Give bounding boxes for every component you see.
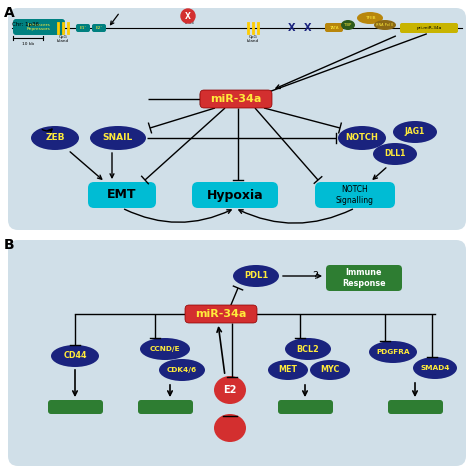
Text: NOTCH
Signalling: NOTCH Signalling <box>336 185 374 205</box>
FancyBboxPatch shape <box>138 400 193 414</box>
Text: CDK4/6: CDK4/6 <box>167 367 197 373</box>
Text: TBP: TBP <box>344 23 352 27</box>
Text: CCND/E: CCND/E <box>150 346 180 352</box>
FancyBboxPatch shape <box>88 182 156 208</box>
Ellipse shape <box>369 341 417 363</box>
Text: pri-miR-34a: pri-miR-34a <box>416 26 442 30</box>
FancyBboxPatch shape <box>315 182 395 208</box>
Text: CD44: CD44 <box>63 352 87 361</box>
FancyBboxPatch shape <box>92 24 106 32</box>
Text: PDL1: PDL1 <box>244 272 268 281</box>
Text: Chr: 1p36: Chr: 1p36 <box>12 22 39 27</box>
Ellipse shape <box>140 338 190 360</box>
Text: SMAD4: SMAD4 <box>420 365 450 371</box>
Text: Immune
Response: Immune Response <box>342 268 386 288</box>
Text: MYC: MYC <box>320 365 340 374</box>
Ellipse shape <box>214 376 246 404</box>
Ellipse shape <box>393 121 437 143</box>
Ellipse shape <box>310 360 350 380</box>
FancyBboxPatch shape <box>200 90 272 108</box>
FancyBboxPatch shape <box>48 400 103 414</box>
Text: TATA: TATA <box>329 26 339 30</box>
Text: X: X <box>185 11 191 20</box>
Ellipse shape <box>31 126 79 150</box>
Text: PDGFRA: PDGFRA <box>376 349 410 355</box>
Text: ?: ? <box>312 271 318 281</box>
Text: miR-34a: miR-34a <box>195 309 246 319</box>
Text: E1': E1' <box>80 26 86 30</box>
Text: Hypoxia: Hypoxia <box>207 189 264 201</box>
Text: B: B <box>4 238 15 252</box>
FancyBboxPatch shape <box>388 400 443 414</box>
Ellipse shape <box>357 12 383 24</box>
Ellipse shape <box>90 126 146 150</box>
Ellipse shape <box>374 20 396 30</box>
Ellipse shape <box>341 20 355 30</box>
Text: TFIIB: TFIIB <box>365 16 375 20</box>
Text: NOTCH: NOTCH <box>346 134 378 143</box>
Text: A: A <box>4 6 15 20</box>
Text: 10 kb: 10 kb <box>22 42 34 46</box>
Text: CpG
Island: CpG Island <box>57 35 69 43</box>
FancyBboxPatch shape <box>325 23 343 32</box>
Ellipse shape <box>285 338 331 360</box>
Text: MET: MET <box>279 365 298 374</box>
Text: ZEB: ZEB <box>45 134 65 143</box>
Text: EMT: EMT <box>107 189 137 201</box>
Ellipse shape <box>51 345 99 367</box>
FancyBboxPatch shape <box>13 19 65 35</box>
Circle shape <box>181 9 195 23</box>
Text: X: X <box>288 23 296 33</box>
Ellipse shape <box>214 414 246 442</box>
FancyBboxPatch shape <box>278 400 333 414</box>
FancyBboxPatch shape <box>8 8 466 230</box>
FancyBboxPatch shape <box>8 240 466 466</box>
Ellipse shape <box>413 357 457 379</box>
FancyBboxPatch shape <box>326 265 402 291</box>
Text: SNAIL: SNAIL <box>103 134 133 143</box>
Ellipse shape <box>233 265 279 287</box>
Text: TP53: TP53 <box>182 21 193 25</box>
FancyBboxPatch shape <box>192 182 278 208</box>
Text: X: X <box>304 23 312 33</box>
Text: E2': E2' <box>96 26 102 30</box>
Ellipse shape <box>338 126 386 150</box>
Ellipse shape <box>268 360 308 380</box>
Text: Enhancers
Repressors: Enhancers Repressors <box>27 23 51 31</box>
FancyBboxPatch shape <box>400 23 458 33</box>
Ellipse shape <box>159 359 205 381</box>
Text: E2: E2 <box>223 385 237 395</box>
Ellipse shape <box>373 143 417 165</box>
FancyBboxPatch shape <box>185 305 257 323</box>
Text: miR-34a: miR-34a <box>210 94 262 104</box>
Text: BCL2: BCL2 <box>297 345 319 354</box>
Text: JAG1: JAG1 <box>405 128 425 137</box>
Text: RNA Pol II: RNA Pol II <box>376 23 393 27</box>
FancyBboxPatch shape <box>76 24 90 32</box>
Text: CpG
Island: CpG Island <box>247 35 259 43</box>
Text: DLL1: DLL1 <box>384 149 406 158</box>
